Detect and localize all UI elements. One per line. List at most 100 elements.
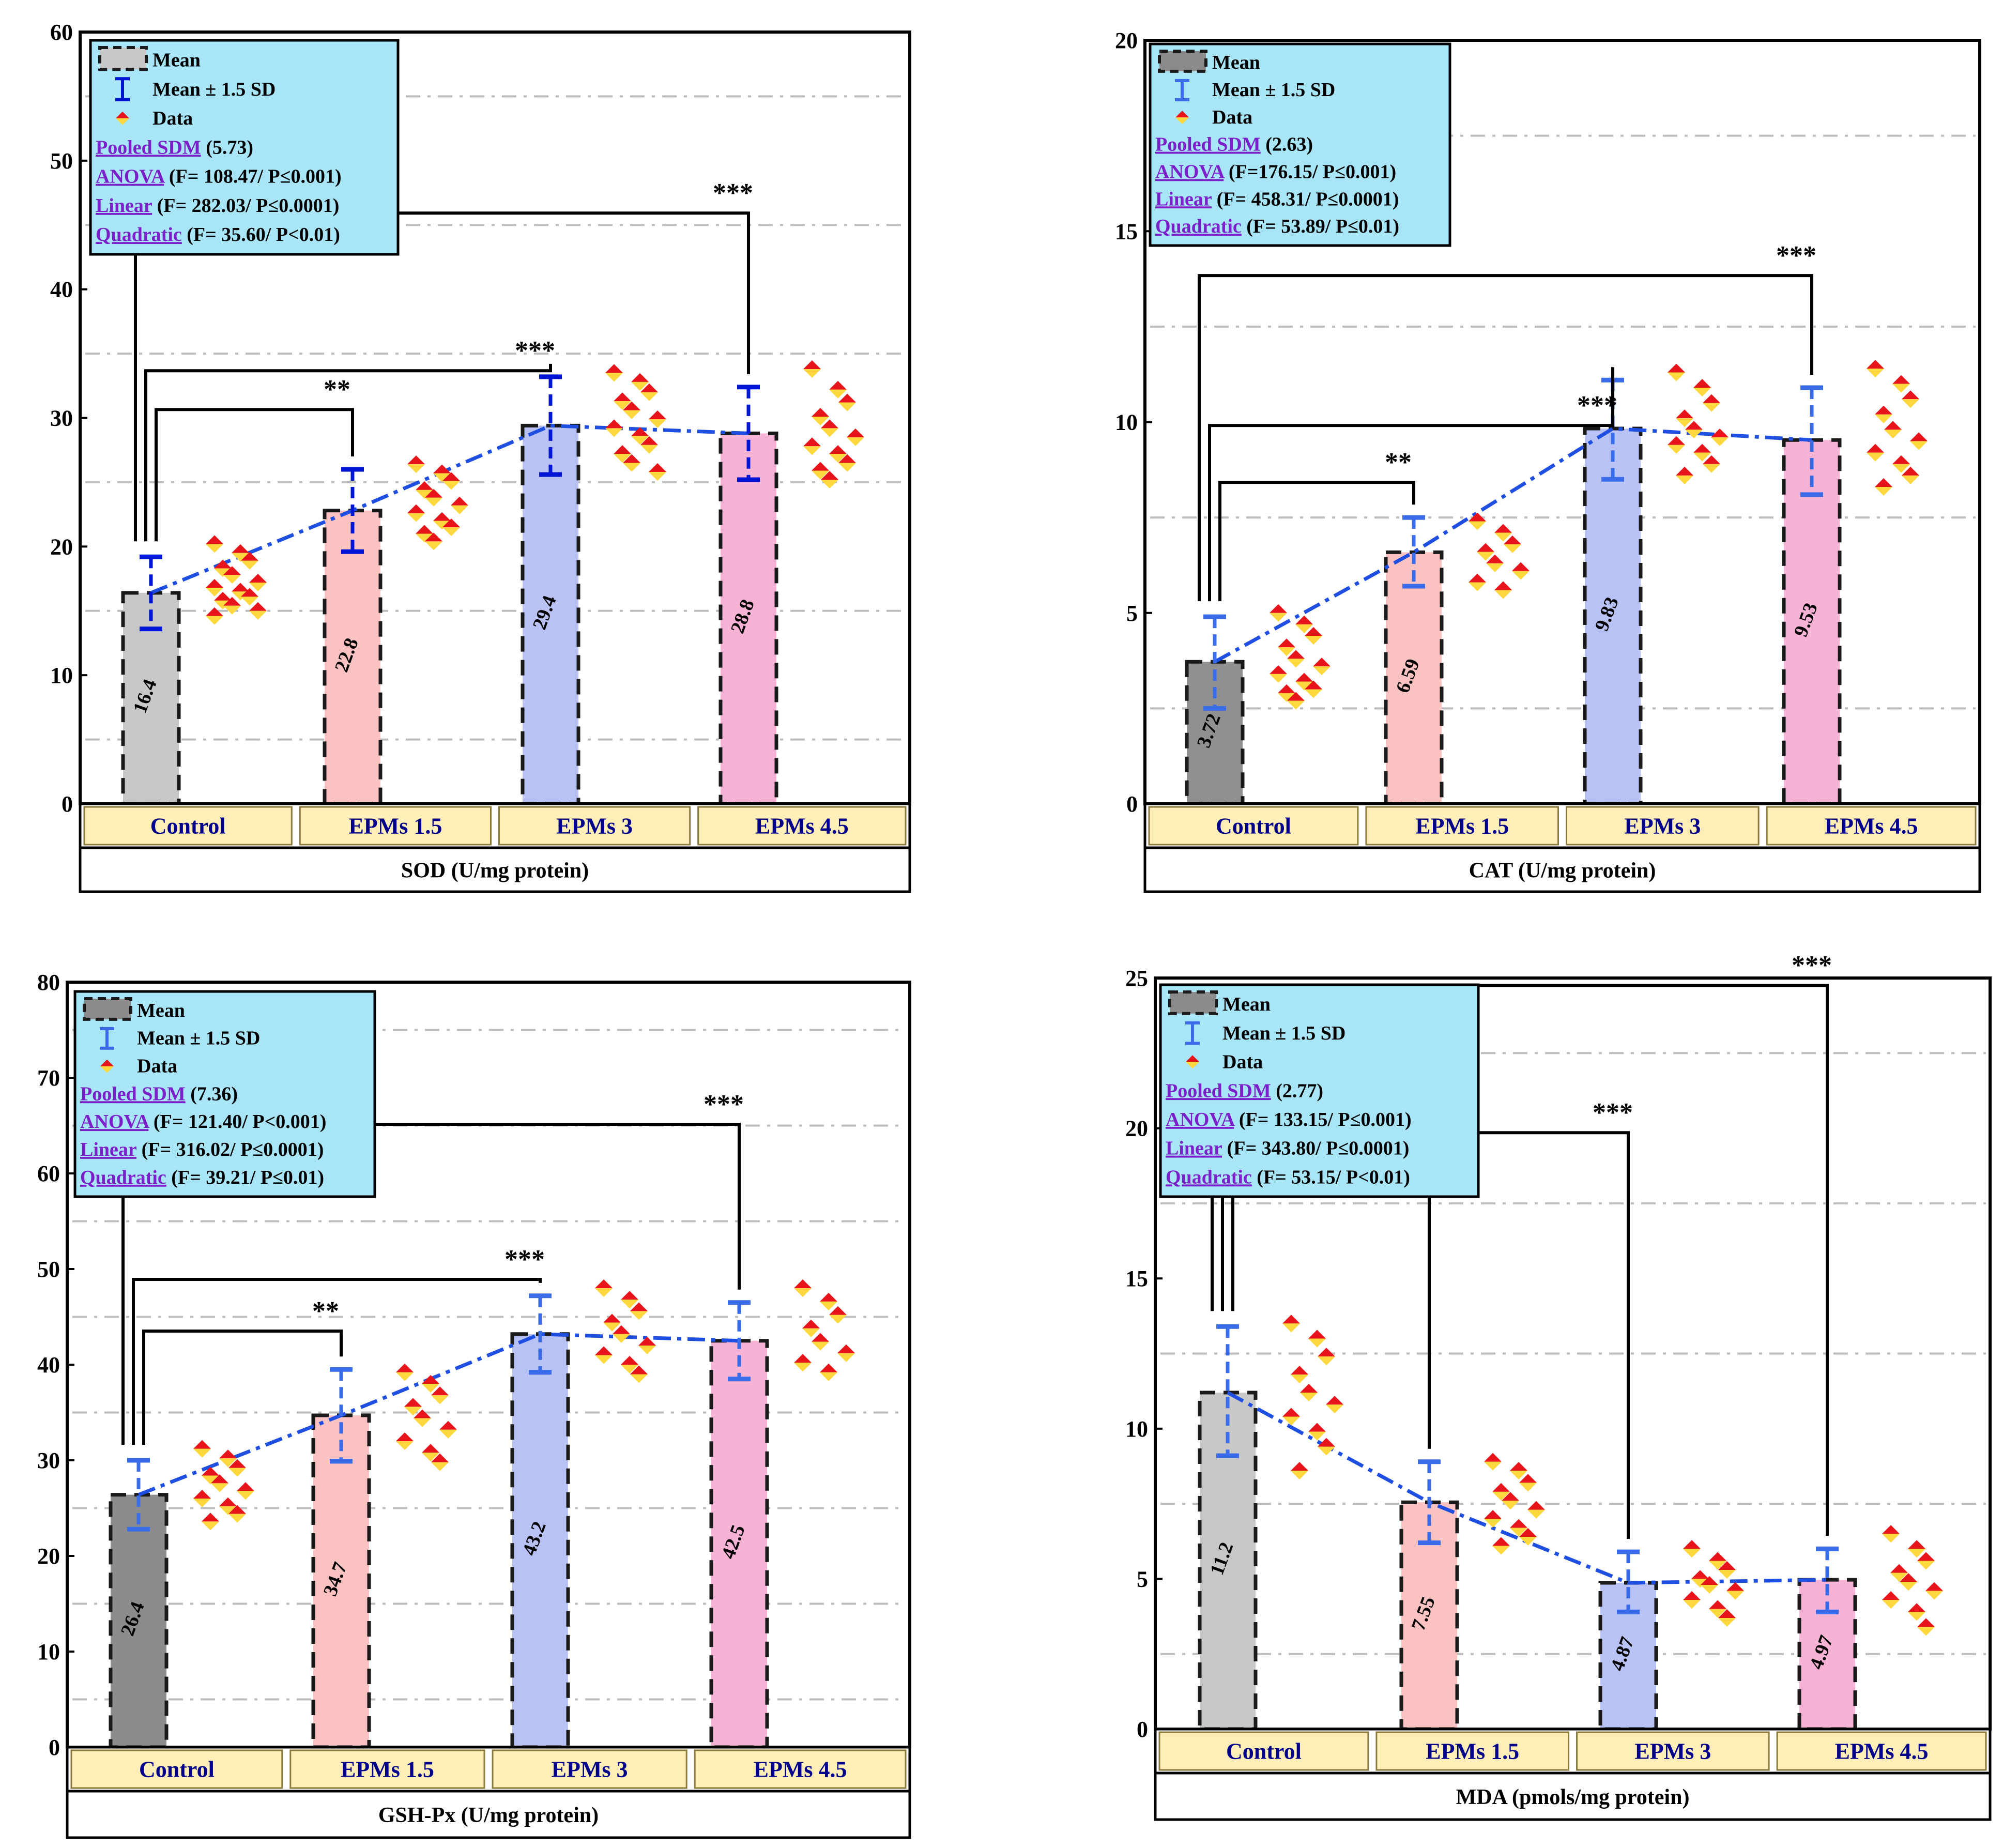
bracket-line	[142, 1330, 343, 1445]
legend-pooled-link[interactable]: Pooled SDM	[80, 1083, 186, 1105]
data-point-top	[1711, 429, 1729, 438]
y-tick-label: 50	[50, 148, 73, 174]
legend-quadratic-link[interactable]: Quadratic	[80, 1167, 166, 1188]
category-cell	[1766, 806, 1977, 846]
data-point-bottom	[237, 1491, 254, 1500]
data-point-top	[1875, 478, 1892, 487]
data-point-bottom	[1492, 1546, 1510, 1555]
legend-pooled-link[interactable]: Pooled SDM	[96, 136, 201, 158]
data-point-bottom	[1477, 552, 1494, 561]
legend-anova-link[interactable]: ANOVA	[80, 1111, 150, 1133]
data-point-top	[631, 373, 649, 382]
data-point	[1492, 1483, 1510, 1501]
data-point	[820, 1292, 837, 1310]
data-point-top	[433, 512, 451, 521]
data-point-bottom	[206, 587, 223, 597]
legend-anova-link[interactable]: ANOVA	[96, 166, 165, 188]
data-point-bottom	[1486, 563, 1504, 572]
data-point-top	[1278, 684, 1295, 693]
data-point-top	[249, 574, 267, 583]
data-point-bottom	[1685, 430, 1703, 439]
legend-quadratic-row: Quadratic (F= 35.60/ P<0.01)	[96, 224, 340, 246]
data-point-top	[214, 559, 232, 569]
data-point-top	[206, 607, 223, 616]
data-point-bottom	[1494, 590, 1512, 599]
data-point-top	[1867, 360, 1884, 369]
error-bar	[1617, 1549, 1640, 1614]
data-point-top	[1683, 1540, 1701, 1549]
category-label: Control	[1216, 814, 1291, 839]
significance-label: ***	[1792, 951, 1832, 980]
data-point	[649, 410, 666, 428]
legend-pooled-link[interactable]: Pooled SDM	[1166, 1080, 1271, 1102]
x-axis-title: MDA (pmols/mg protein)	[1456, 1785, 1690, 1809]
data-point	[1701, 1576, 1718, 1594]
legend-sd-label: Mean ± 1.5 SD	[137, 1028, 260, 1049]
data-point	[621, 1356, 638, 1373]
data-point-top	[1519, 1474, 1537, 1483]
data-point	[838, 393, 856, 411]
bracket-line	[1198, 274, 1813, 602]
data-point-top	[1287, 650, 1305, 659]
data-point-top	[640, 436, 658, 445]
data-point	[249, 602, 267, 620]
data-point-bottom	[614, 454, 631, 463]
data-point	[223, 566, 241, 584]
legend-data-icon	[1186, 1062, 1199, 1069]
y-tick-label: 20	[37, 1544, 60, 1569]
legend-quadratic-value: (F= 39.21/ P≤0.01)	[166, 1167, 324, 1188]
legend-pooled-value: (2.77)	[1271, 1080, 1323, 1102]
legend-anova-row: ANOVA (F= 121.40/ P<0.001)	[80, 1111, 326, 1133]
data-point-top	[1718, 1609, 1736, 1618]
data-point-bottom	[407, 513, 425, 522]
data-point	[237, 1482, 254, 1500]
data-point-top	[621, 1356, 638, 1365]
category-cell	[498, 806, 691, 846]
data-point-top	[1494, 524, 1512, 533]
data-point	[614, 445, 631, 463]
data-point	[649, 463, 666, 481]
data-point-bottom	[1882, 1534, 1900, 1543]
data-point	[1295, 673, 1313, 691]
data-point	[431, 1386, 449, 1404]
legend-pooled-link[interactable]: Pooled SDM	[1155, 134, 1261, 156]
data-point	[416, 525, 433, 543]
data-point-top	[1291, 1366, 1308, 1375]
data-point-bottom	[407, 464, 425, 474]
significance-bracket: ***	[1198, 241, 1816, 602]
legend-quadratic-link[interactable]: Quadratic	[96, 224, 182, 246]
category-cell	[1158, 1731, 1369, 1771]
data-point-top	[1318, 1438, 1335, 1447]
data-point	[603, 1314, 621, 1332]
legend-anova-link[interactable]: ANOVA	[1155, 161, 1225, 182]
legend-linear-link[interactable]: Linear	[1166, 1138, 1222, 1159]
error-bar	[341, 467, 364, 554]
data-point	[630, 1302, 648, 1320]
data-point-top	[1676, 409, 1693, 419]
data-point	[1313, 658, 1331, 676]
legend-anova-link[interactable]: ANOVA	[1166, 1109, 1235, 1131]
data-point-top	[1326, 1396, 1343, 1405]
data-point-bottom	[1668, 372, 1685, 381]
data-point-top	[1492, 1483, 1510, 1492]
legend-linear-link[interactable]: Linear	[80, 1139, 137, 1160]
data-point	[829, 445, 847, 463]
legend-linear-link[interactable]: Linear	[96, 195, 152, 217]
data-point-bottom	[1295, 681, 1313, 691]
data-point-bottom	[1291, 1374, 1308, 1384]
legend-quadratic-link[interactable]: Quadratic	[1166, 1166, 1252, 1188]
data-point-bottom	[803, 446, 821, 455]
data-point	[1527, 1501, 1545, 1519]
data-point-bottom	[1718, 1569, 1736, 1579]
error-bar	[1216, 1324, 1239, 1458]
legend-linear-link[interactable]: Linear	[1155, 188, 1212, 210]
data-point-top	[1668, 436, 1685, 445]
data-point-top	[1882, 1525, 1900, 1534]
y-tick-label: 10	[50, 663, 73, 688]
legend-quadratic-link[interactable]: Quadratic	[1155, 216, 1242, 237]
category-label: EPMs 4.5	[755, 814, 849, 839]
data-point	[837, 1344, 855, 1362]
legend-pooled-value: (5.73)	[201, 136, 253, 158]
data-point	[407, 504, 425, 522]
data-point	[595, 1346, 613, 1364]
